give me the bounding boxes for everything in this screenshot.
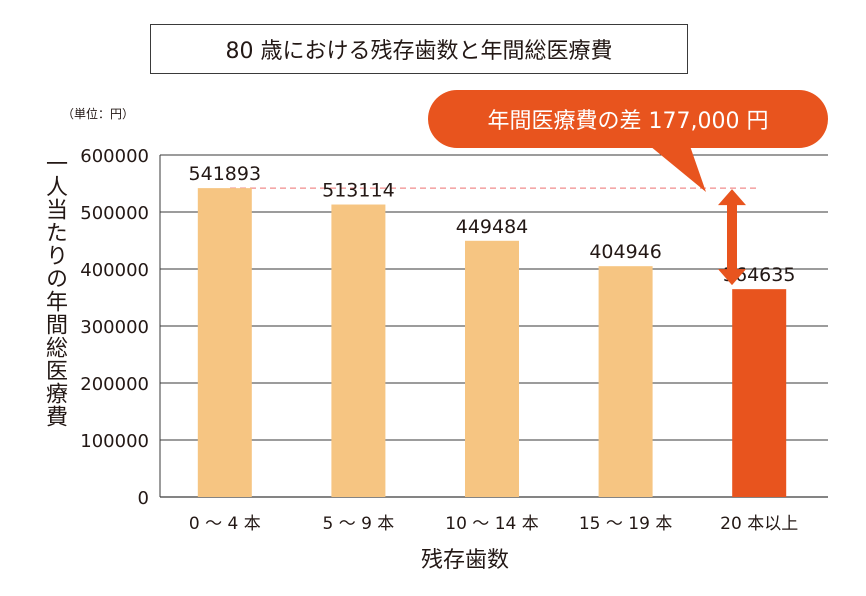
y-axis-label: 一人当たりの年間総医療費 [42,152,67,428]
bar-value-label: 541893 [189,163,262,185]
y-tick-label: 100000 [80,431,149,452]
y-tick-label: 0 [138,488,149,509]
bar [197,188,252,498]
difference-arrow [718,189,746,286]
bar-value-label: 513114 [322,180,395,202]
y-tick-label: 500000 [80,203,149,224]
bar [331,204,386,497]
x-tick-label: 10 〜 14 本 [445,514,538,534]
callout-tail [650,146,706,192]
labels-group: 0 100000 200000 300000 400000 500000 600000 541… [80,146,798,534]
bar [732,289,787,497]
difference-arrow-group [718,189,746,286]
x-tick-label: 15 〜 19 本 [579,514,672,534]
difference-callout: 年間医療費の差 177,000 円 [428,90,828,148]
y-tick-label: 300000 [80,317,149,338]
unit-label: （単位：円） [62,107,135,121]
y-tick-label: 400000 [80,260,149,281]
bar-value-label: 404946 [589,241,662,263]
chart-title: 80 歳における残存歯数と年間総医療費 [150,24,688,74]
y-tick-label: 600000 [80,146,149,167]
x-tick-label: 5 〜 9 本 [322,514,394,534]
bars-group [197,188,787,498]
bar [598,266,653,497]
x-tick-label: 0 〜 4 本 [189,514,261,534]
callout-tail-group [650,146,706,192]
x-axis-label: 残存歯数 [420,548,509,573]
y-tick-label: 200000 [80,374,149,395]
bar [465,240,519,497]
x-tick-label: 20 本以上 [720,514,798,534]
bar-value-label: 449484 [456,216,529,238]
